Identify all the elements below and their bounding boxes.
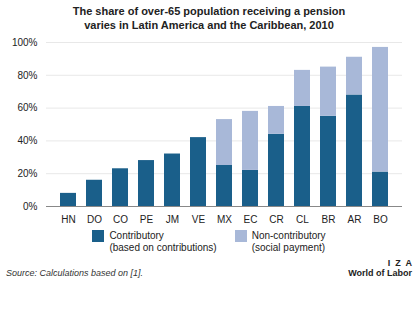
- svg-text:JM: JM: [166, 214, 179, 225]
- svg-text:CR: CR: [269, 214, 283, 225]
- svg-text:MX: MX: [217, 214, 232, 225]
- svg-text:AR: AR: [348, 214, 362, 225]
- svg-text:40%: 40%: [17, 135, 37, 146]
- html-text:I Z A World of Labor: I Z A World of Labor: [348, 258, 412, 278]
- html-text:Source: Calculations based on: Source: Calculations based on [1].: [6, 268, 144, 278]
- svg-text:BR: BR: [322, 214, 336, 225]
- svg-text:HN: HN: [61, 214, 75, 225]
- html-text:Contributory (based on contrib: Contributory (based on contributions): [109, 230, 217, 253]
- html-text:Non-contributory (social payme: Non-contributory (social payment): [251, 230, 326, 253]
- svg-text:BO: BO: [373, 214, 388, 225]
- svg-text:100%: 100%: [12, 37, 38, 48]
- svg-text:20%: 20%: [17, 168, 37, 179]
- svg-text:VE: VE: [192, 214, 206, 225]
- html-text:varies in Latin America and th: varies in Latin America and the Caribbea…: [84, 19, 334, 31]
- svg-text:PE: PE: [140, 214, 154, 225]
- svg-text:EC: EC: [244, 214, 258, 225]
- svg-text:CL: CL: [296, 214, 309, 225]
- svg-text:CO: CO: [113, 214, 128, 225]
- html-text:The share of over-65 populatio: The share of over-65 population receivin…: [72, 5, 346, 17]
- svg-text:0%: 0%: [23, 201, 38, 212]
- svg-text:DO: DO: [87, 214, 102, 225]
- svg-text:80%: 80%: [17, 70, 37, 81]
- svg-text:60%: 60%: [17, 102, 37, 113]
